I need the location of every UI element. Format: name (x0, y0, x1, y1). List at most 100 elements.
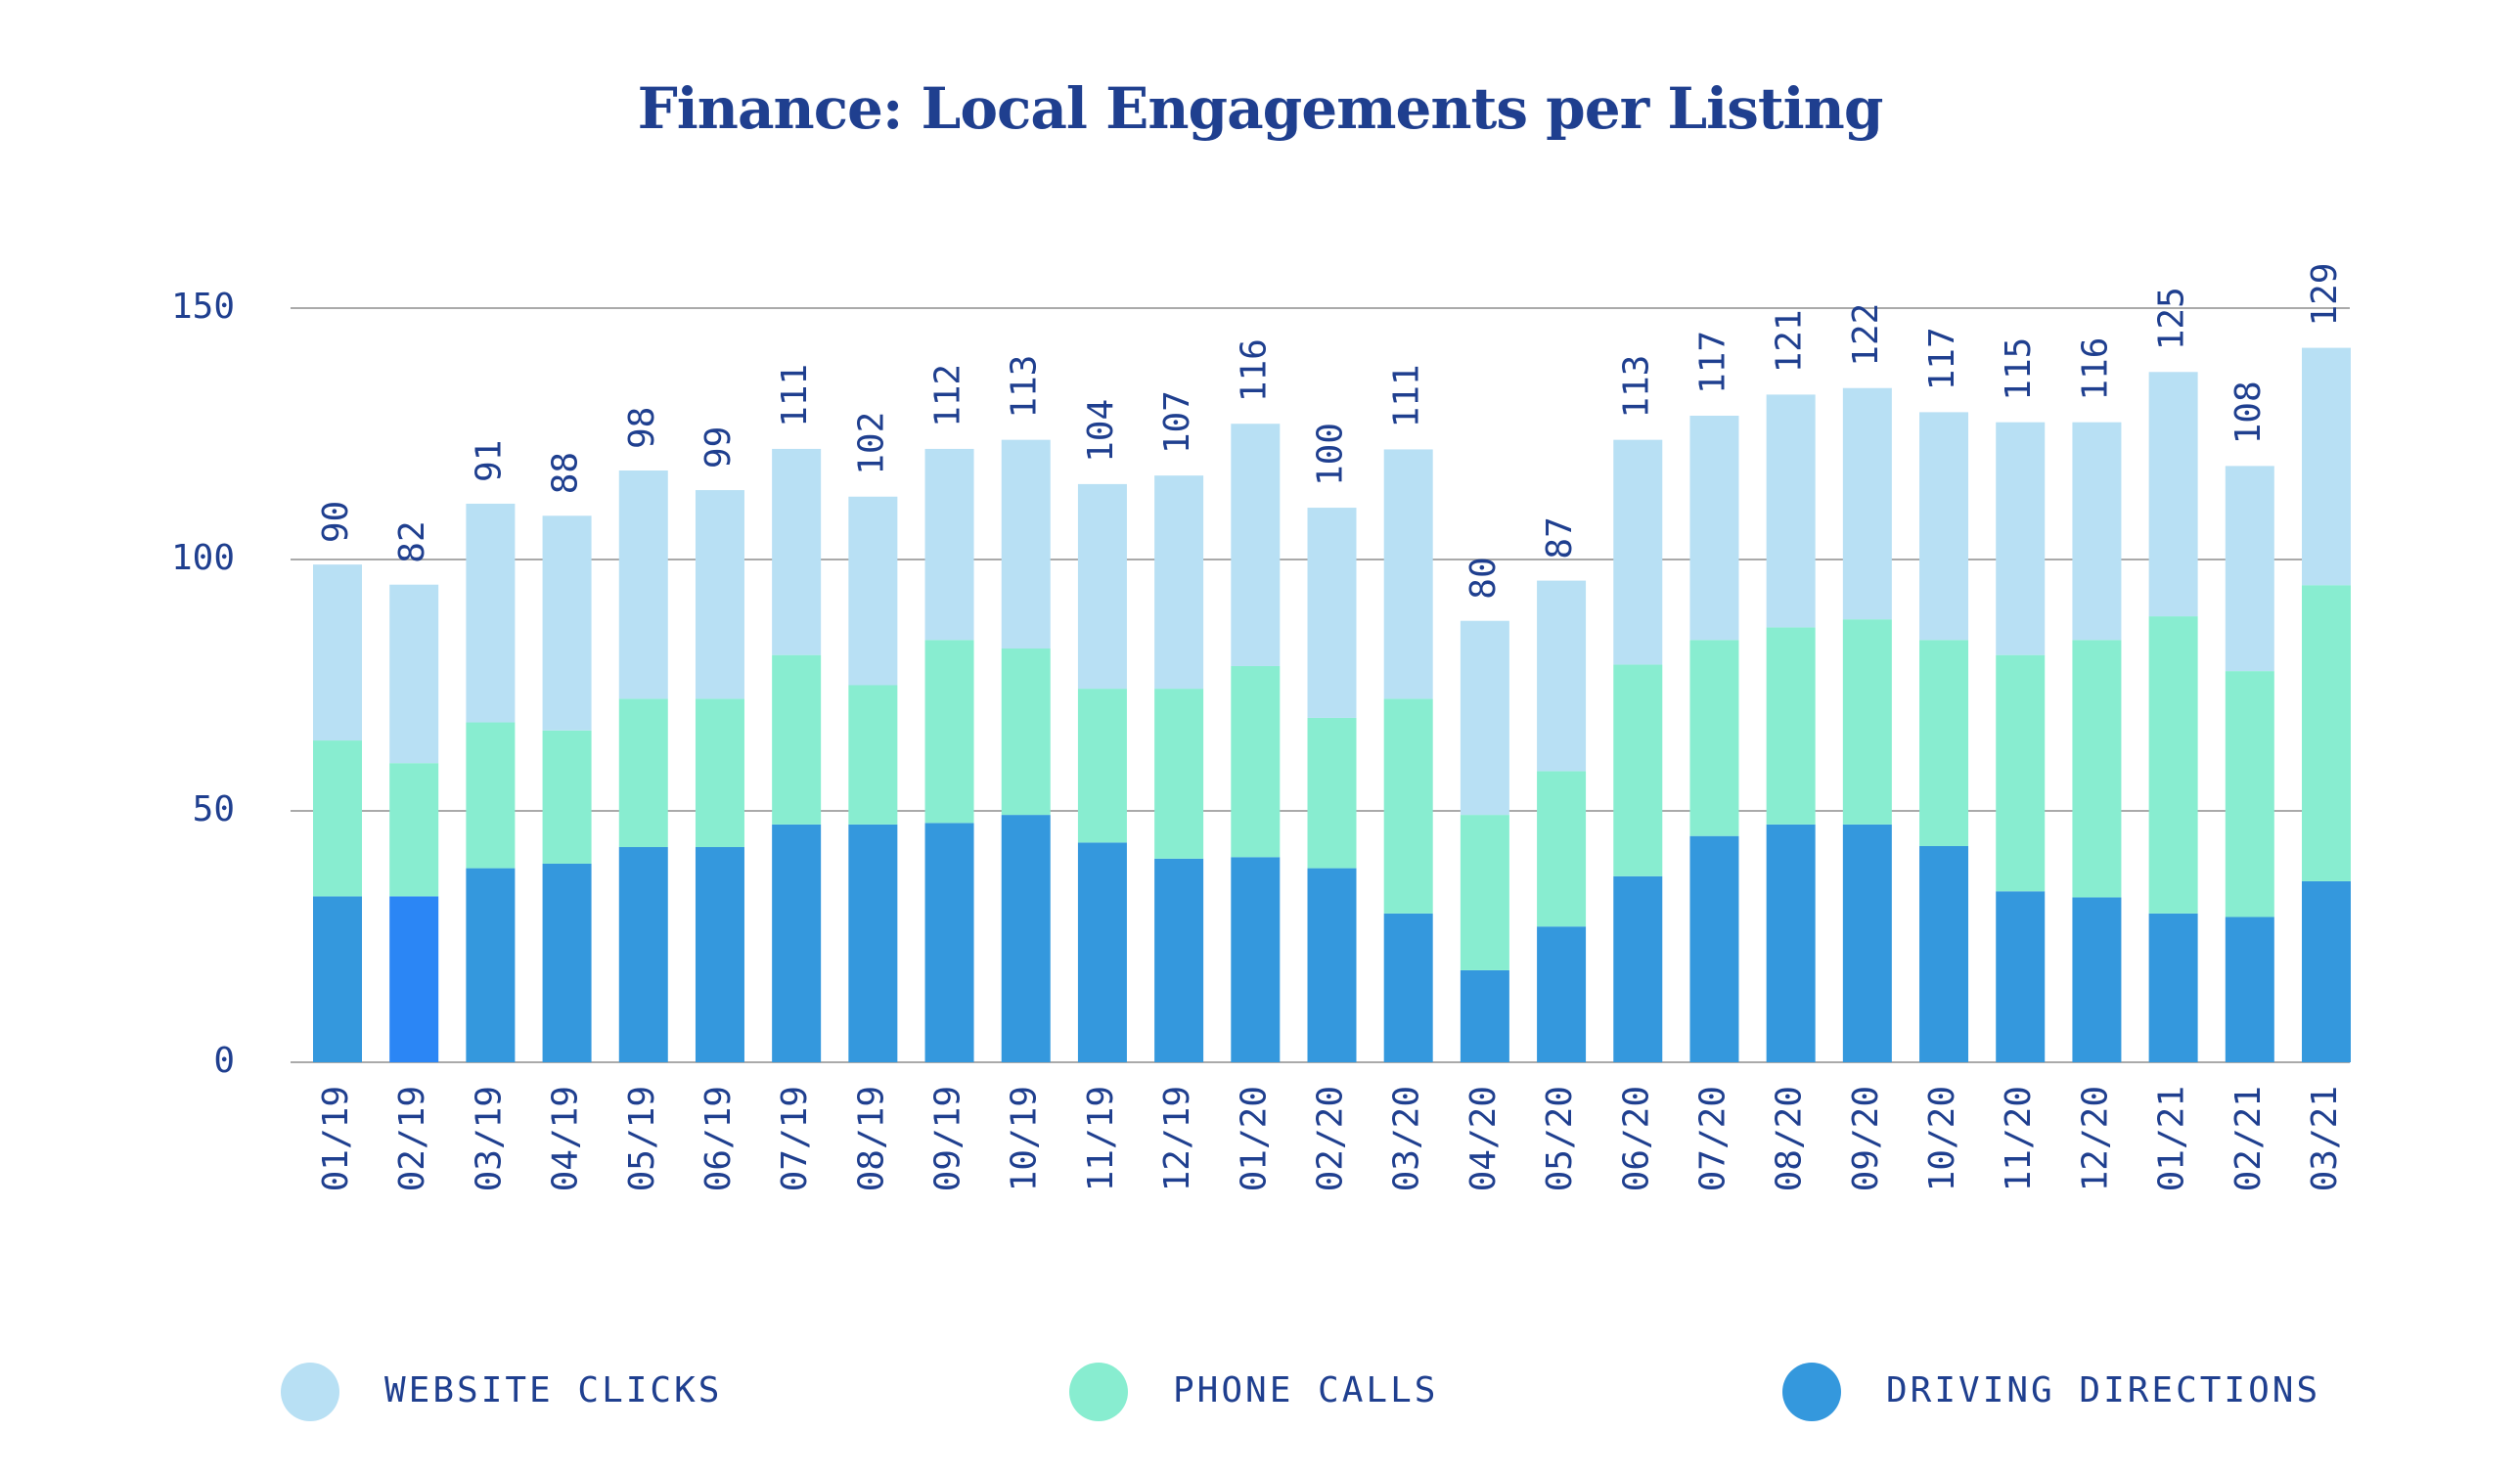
bar-segment (1689, 640, 1739, 836)
bar-label: 129 (2305, 263, 2345, 327)
bar-segment (2148, 372, 2198, 617)
bar-segment (695, 490, 744, 699)
bar-segment (1383, 449, 1433, 699)
bar-label: 122 (1846, 303, 1886, 367)
bar-segment (1996, 891, 2046, 1062)
bar-label: 82 (392, 520, 432, 562)
x-tick-label: 09/19 (928, 1086, 968, 1191)
bar-label: 121 (1770, 309, 1810, 373)
bar-segment (466, 868, 516, 1062)
bar-label: 108 (2228, 380, 2269, 444)
bar-segment (1307, 717, 1357, 869)
bar-segment (389, 896, 439, 1062)
bar-label: 112 (928, 364, 968, 427)
x-tick-label: 06/20 (1616, 1086, 1656, 1191)
x-tick-label: 08/19 (851, 1086, 891, 1191)
y-tick-label: 50 (193, 789, 235, 829)
bar-segment (1154, 475, 1204, 690)
bar-segment (695, 698, 744, 848)
y-tick-label: 100 (171, 538, 235, 578)
x-tick-label: 01/19 (316, 1086, 356, 1191)
bar-label: 102 (851, 412, 891, 475)
x-tick-label: 11/20 (1999, 1086, 2039, 1191)
x-tick-label: 01/20 (1234, 1086, 1274, 1191)
bar-segment (1001, 815, 1051, 1062)
legend-swatch (1782, 1363, 1841, 1421)
bar-segment (466, 722, 516, 869)
bar-segment (1460, 620, 1509, 816)
bar-segment (924, 640, 974, 824)
bar-segment (772, 654, 822, 825)
bar-segment (1842, 824, 1892, 1062)
bar-segment (1077, 842, 1127, 1062)
bar-segment (1537, 771, 1587, 927)
bar-segment (1077, 483, 1127, 690)
bar-segment (542, 515, 592, 731)
x-tick-label: 06/19 (698, 1086, 739, 1191)
x-tick-label: 02/21 (2228, 1086, 2269, 1191)
bar-segment (389, 584, 439, 764)
bar-segment (542, 730, 592, 864)
x-tick-label: 09/20 (1846, 1086, 1886, 1191)
bar-segment (2225, 917, 2274, 1062)
bar-label: 111 (1387, 364, 1427, 427)
bar-segment (924, 448, 974, 641)
bar-segment (542, 863, 592, 1062)
bar-segment (313, 896, 362, 1062)
bar-segment (1154, 858, 1204, 1062)
bar-segment (2225, 671, 2274, 918)
bar-segment (1766, 824, 1816, 1062)
x-tick-label: 10/20 (1922, 1086, 1962, 1191)
bar-label: 87 (1540, 516, 1580, 559)
x-tick-label: 01/21 (2152, 1086, 2192, 1191)
bar-segment (1613, 664, 1663, 876)
x-tick-label: 07/20 (1692, 1086, 1732, 1191)
x-tick-label: 07/19 (775, 1086, 815, 1191)
bar-segment (2225, 466, 2274, 672)
bar-label: 125 (2152, 287, 2192, 350)
x-tick-label: 12/19 (1157, 1086, 1197, 1191)
bar-segment (1154, 689, 1204, 859)
bar-segment (1919, 412, 1969, 641)
bar-segment (2072, 640, 2122, 898)
bar-segment (772, 448, 822, 655)
bar-label: 99 (698, 426, 739, 469)
bar-segment (1460, 815, 1509, 970)
bar-segment (1231, 424, 1281, 666)
legend-swatch (281, 1363, 339, 1421)
bar-segment (313, 564, 362, 741)
legend-swatch (1069, 1363, 1128, 1421)
bar-label: 113 (1005, 355, 1045, 419)
bar-label: 111 (775, 364, 815, 427)
bar-segment (1842, 619, 1892, 825)
bar-segment (2072, 897, 2122, 1062)
bar-label: 107 (1157, 390, 1197, 454)
bar-segment (1919, 845, 1969, 1062)
bar-label: 100 (1311, 423, 1351, 486)
bar-segment (1537, 926, 1587, 1062)
y-tick-label: 150 (171, 287, 235, 327)
bar-segment (1613, 439, 1663, 665)
x-tick-label: 02/19 (392, 1086, 432, 1191)
bar-segment (618, 847, 668, 1062)
bar-segment (1460, 969, 1509, 1062)
bar-segment (466, 503, 516, 723)
bar-segment (1001, 439, 1051, 649)
bar-label: 91 (469, 440, 509, 482)
bar-label: 115 (1999, 337, 2039, 401)
bar-segment (924, 823, 974, 1062)
bar-segment (618, 470, 668, 699)
bar-segment (2302, 880, 2351, 1062)
bar-segment (2072, 422, 2122, 641)
x-tick-label: 08/20 (1770, 1086, 1810, 1191)
bar-segment (2302, 585, 2351, 881)
bar-label: 116 (1234, 338, 1274, 402)
bar-segment (1689, 415, 1739, 641)
x-tick-label: 04/19 (546, 1086, 586, 1191)
bar-segment (2302, 347, 2351, 586)
bar-segment (2148, 616, 2198, 914)
x-tick-label: 05/20 (1540, 1086, 1580, 1191)
y-tick-label: 0 (213, 1041, 235, 1081)
x-tick-label: 03/20 (1387, 1086, 1427, 1191)
